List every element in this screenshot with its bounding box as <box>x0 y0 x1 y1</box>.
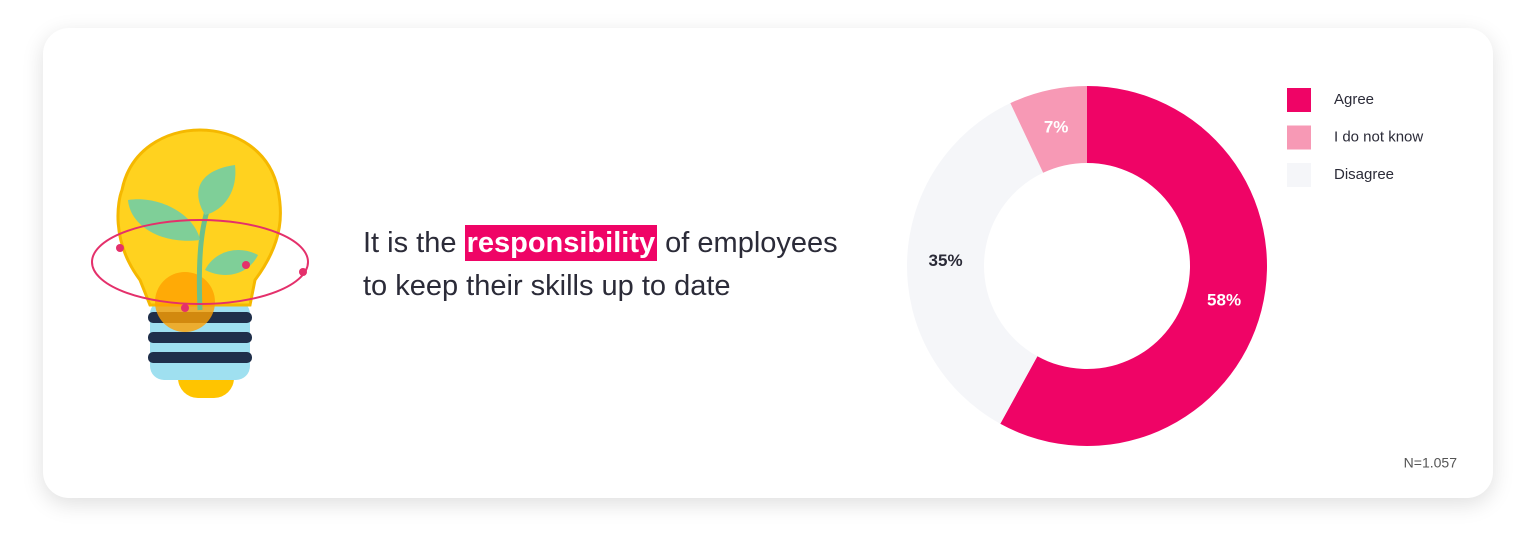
statement-text: of employees <box>665 227 838 259</box>
sample-size: N=1.057 <box>1404 455 1458 471</box>
statement-highlight: responsibility <box>464 225 658 261</box>
lightbulb-icon <box>91 128 309 398</box>
statement: It is the responsibility of employees to … <box>363 222 838 308</box>
value-label: 35% <box>929 251 963 270</box>
legend-label: Agree <box>1334 91 1374 108</box>
legend-swatch <box>1287 88 1311 112</box>
legend-swatch <box>1287 163 1311 187</box>
donut-segment <box>1010 86 1087 173</box>
statement-text: to keep their skills up to date <box>363 270 731 302</box>
legend-swatch <box>1287 125 1311 150</box>
legend-label: I do not know <box>1334 128 1423 145</box>
donut-segment <box>1000 86 1267 446</box>
value-label: 58% <box>1207 291 1241 310</box>
donut-segment <box>907 103 1044 424</box>
statement-text: It is the <box>363 227 457 259</box>
value-label: 7% <box>1044 117 1069 136</box>
legend-label: Disagree <box>1334 166 1394 183</box>
